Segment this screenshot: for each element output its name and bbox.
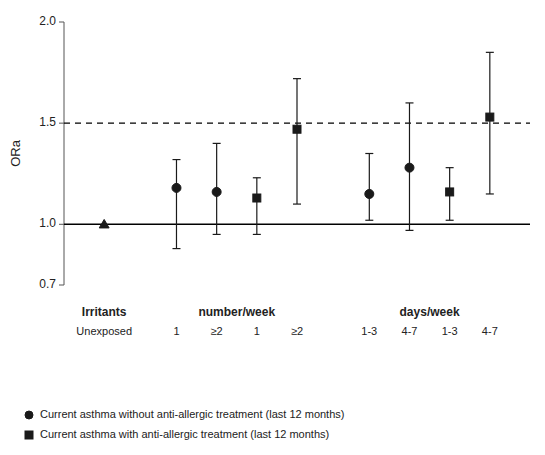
error-bar-cap <box>446 167 454 168</box>
point <box>172 183 181 192</box>
category-label: ≥2 <box>211 325 223 337</box>
error-bar <box>172 160 180 249</box>
legend: Current asthma without anti-allergic tre… <box>25 408 344 440</box>
series <box>99 219 109 228</box>
point <box>212 187 221 196</box>
error-bar-stem <box>369 154 370 221</box>
error-bar-cap <box>365 153 373 154</box>
error-bar-stem <box>176 160 177 249</box>
error-bar-cap <box>446 220 454 221</box>
category-label: 1-3 <box>361 325 377 337</box>
error-bar-cap <box>293 78 301 79</box>
reference-line <box>64 224 530 226</box>
y-tick-label: 2.0 <box>39 14 56 28</box>
point <box>405 163 414 172</box>
error-bar <box>365 154 373 221</box>
legend-label: Current asthma with anti-allergic treatm… <box>40 428 329 440</box>
error-bar-cap <box>405 230 413 231</box>
error-bar-cap <box>213 234 221 235</box>
error-bar-cap <box>172 159 180 160</box>
error-bar <box>213 143 221 234</box>
error-bar-cap <box>486 52 494 53</box>
legend-label: Current asthma without anti-allergic tre… <box>40 408 344 420</box>
category-label: Unexposed <box>76 325 132 337</box>
error-bar <box>253 178 261 235</box>
y-axis-line <box>64 22 65 285</box>
error-bar-cap <box>486 193 494 194</box>
error-bar <box>293 79 301 204</box>
category-label: 1-3 <box>442 325 458 337</box>
y-tick <box>59 224 64 225</box>
point <box>486 113 494 121</box>
point <box>365 189 374 198</box>
error-bar-stem <box>296 79 297 204</box>
data-marks <box>99 52 494 248</box>
y-axis: 0.7 1.0 1.5 2.0 <box>39 14 64 291</box>
error-bar <box>405 103 413 230</box>
error-bar <box>446 168 454 221</box>
error-bar-cap <box>253 234 261 235</box>
error-bar-stem <box>256 178 257 235</box>
error-bar-stem <box>489 52 490 194</box>
legend-marker <box>25 431 33 439</box>
y-tick-label: 1.5 <box>39 115 56 129</box>
y-tick-label: 1.0 <box>39 216 56 230</box>
error-bar-cap <box>405 102 413 103</box>
y-tick <box>59 22 64 23</box>
error-bar-cap <box>172 248 180 249</box>
group-label: days/week <box>400 305 460 319</box>
series <box>253 52 494 234</box>
group-label: number/week <box>198 305 275 319</box>
x-labels: Unexposed Irritants 1 ≥2 1 ≥2 number/week 1-3 4-… <box>76 305 497 337</box>
point <box>253 194 261 202</box>
error-bar-cap <box>365 220 373 221</box>
category-label: ≥2 <box>291 325 303 337</box>
point <box>99 219 109 228</box>
y-tick <box>59 123 64 124</box>
chart: 0.7 1.0 1.5 2.0 ORa Unexposed Irritants 1 ≥2 1 ≥2 n… <box>0 0 545 455</box>
category-label: 4-7 <box>482 325 498 337</box>
legend-marker <box>25 411 33 419</box>
error-bar <box>486 52 494 194</box>
error-bar-cap <box>213 143 221 144</box>
y-tick <box>59 285 64 286</box>
group-label: Irritants <box>82 305 127 319</box>
error-bar-cap <box>293 203 301 204</box>
category-label: 1 <box>254 325 260 337</box>
point <box>293 125 301 133</box>
series <box>172 103 414 249</box>
y-tick-label: 0.7 <box>39 277 56 291</box>
y-axis-label: ORa <box>8 139 23 167</box>
error-bar-cap <box>253 177 261 178</box>
category-label: 1 <box>173 325 179 337</box>
point <box>446 188 454 196</box>
category-label: 4-7 <box>402 325 418 337</box>
